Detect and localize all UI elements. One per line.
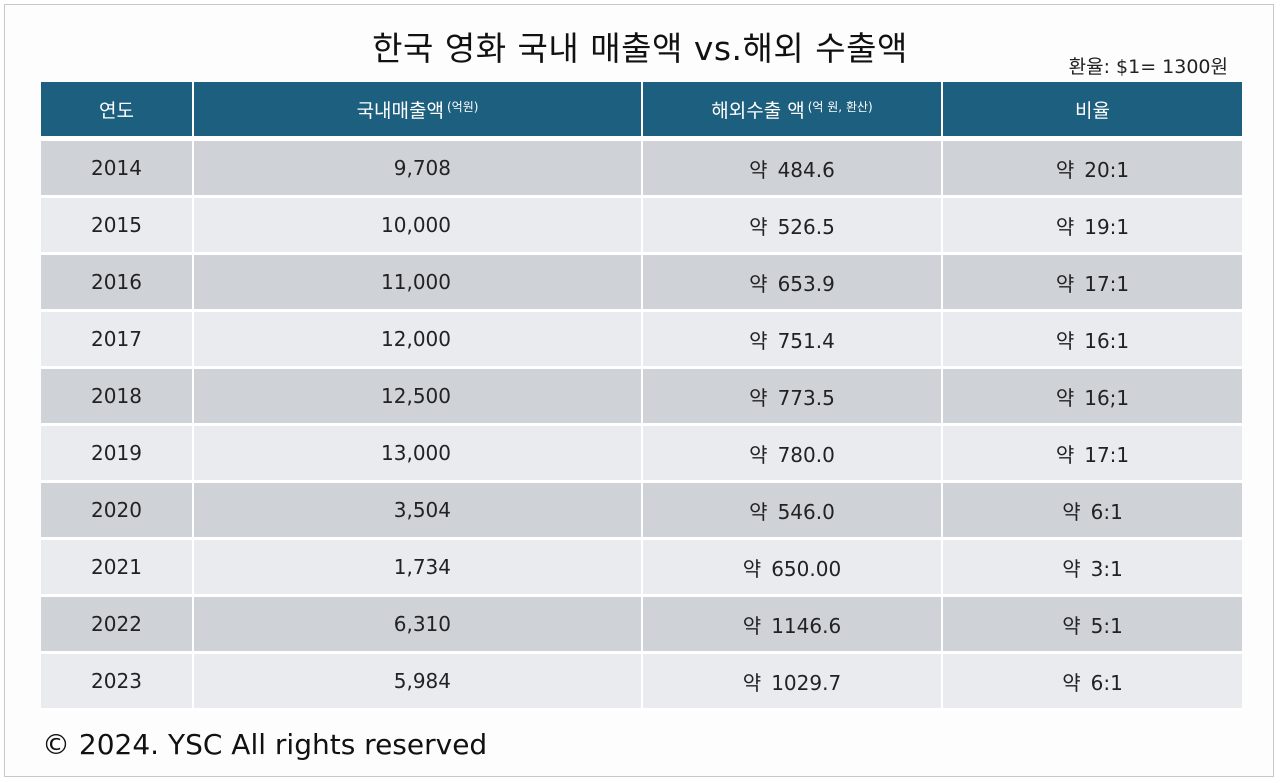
approx-prefix: 약 [742, 670, 762, 695]
cell-domestic: 10,000 [193, 196, 643, 255]
cell-overseas: 약 484.6 [642, 138, 943, 198]
overseas-value: 526.5 [777, 214, 835, 239]
ratio-value: 17:1 [1084, 442, 1130, 467]
cell-year: 2017 [41, 310, 194, 369]
approx-prefix: 약 [1055, 271, 1075, 296]
table-row: 2014 9,708 약 484.6 약 20:1 [41, 138, 1242, 198]
data-table: 연도 국내매출액 (억원) 해외수출 액 (억 원, 환산) 비율 2014 9,70… [41, 82, 1242, 711]
table-row: 2022 6,310 약 1146.6 약 5:1 [41, 595, 1242, 654]
approx-prefix: 약 [742, 613, 762, 638]
table-row: 2019 13,000 약 780.0 약 17:1 [41, 424, 1242, 483]
table-row: 2020 3,504 약 546.0 약 6:1 [41, 481, 1242, 540]
header-row: 연도 국내매출액 (억원) 해외수출 액 (억 원, 환산) 비율 [41, 82, 1242, 141]
overseas-value: 1146.6 [771, 613, 842, 638]
cell-year: 2022 [41, 595, 194, 654]
approx-prefix: 약 [1055, 214, 1075, 239]
overseas-value: 773.5 [777, 385, 835, 410]
approx-prefix: 약 [749, 385, 768, 410]
approx-prefix: 약 [1055, 157, 1075, 182]
table-row: 2016 11,000 약 653.9 약 17:1 [41, 253, 1242, 312]
header-overseas: 해외수출 액 (억 원, 환산) [642, 82, 943, 141]
overseas-value: 650.00 [771, 556, 842, 581]
cell-overseas: 약 1029.7 [642, 652, 943, 711]
ratio-value: 6:1 [1090, 670, 1123, 695]
cell-year: 2016 [41, 253, 194, 312]
cell-ratio: 약 20:1 [942, 138, 1242, 198]
approx-prefix: 약 [1062, 670, 1081, 695]
cell-ratio: 약 17:1 [942, 253, 1242, 312]
cell-overseas: 약 526.5 [642, 196, 943, 255]
cell-overseas: 약 653.9 [642, 253, 943, 312]
cell-overseas: 약 546.0 [642, 481, 943, 540]
overseas-value: 751.4 [777, 328, 835, 353]
table-row: 2018 12,500 약 773.5 약 16;1 [41, 367, 1242, 426]
cell-domestic: 9,708 [193, 138, 643, 198]
table-row: 2017 12,000 약 751.4 약 16:1 [41, 310, 1242, 369]
cell-ratio: 약 5:1 [942, 595, 1242, 654]
table-row: 2023 5,984 약 1029.7 약 6:1 [41, 652, 1242, 711]
cell-domestic: 12,500 [193, 367, 643, 426]
approx-prefix: 약 [749, 214, 768, 239]
header-domestic: 국내매출액 (억원) [193, 82, 643, 141]
ratio-value: 16:1 [1084, 328, 1130, 353]
ratio-value: 20:1 [1084, 157, 1130, 182]
approx-prefix: 약 [1055, 385, 1075, 410]
approx-prefix: 약 [1055, 442, 1075, 467]
cell-year: 2020 [41, 481, 194, 540]
approx-prefix: 약 [1062, 613, 1081, 638]
cell-domestic: 1,734 [193, 538, 643, 597]
cell-domestic: 12,000 [193, 310, 643, 369]
cell-domestic: 11,000 [193, 253, 643, 312]
exchange-rate-note: 환율: $1= 1300원 [1068, 56, 1228, 78]
approx-prefix: 약 [1062, 499, 1081, 524]
cell-year: 2015 [41, 196, 194, 255]
ratio-value: 5:1 [1090, 613, 1123, 638]
cell-overseas: 약 780.0 [642, 424, 943, 483]
cell-overseas: 약 773.5 [642, 367, 943, 426]
cell-ratio: 약 17:1 [942, 424, 1242, 483]
overseas-value: 546.0 [777, 499, 835, 524]
table-row: 2021 1,734 약 650.00 약 3:1 [41, 538, 1242, 597]
cell-domestic: 3,504 [193, 481, 643, 540]
ratio-value: 6:1 [1090, 499, 1123, 524]
cell-overseas: 약 1146.6 [642, 595, 943, 654]
approx-prefix: 약 [749, 157, 768, 182]
ratio-value: 19:1 [1084, 214, 1130, 239]
ratio-value: 16;1 [1084, 385, 1130, 410]
cell-ratio: 약 3:1 [942, 538, 1242, 597]
overseas-value: 653.9 [777, 271, 835, 296]
ratio-value: 3:1 [1090, 556, 1123, 581]
cell-domestic: 5,984 [193, 652, 643, 711]
approx-prefix: 약 [1055, 328, 1075, 353]
cell-year: 2018 [41, 367, 194, 426]
overseas-value: 484.6 [777, 157, 835, 182]
cell-ratio: 약 6:1 [942, 652, 1242, 711]
cell-ratio: 약 16:1 [942, 310, 1242, 369]
header-ratio: 비율 [942, 82, 1242, 141]
cell-overseas: 약 650.00 [642, 538, 943, 597]
approx-prefix: 약 [749, 499, 768, 524]
table-row: 2015 10,000 약 526.5 약 19:1 [41, 196, 1242, 255]
header-year: 연도 [41, 82, 194, 141]
cell-year: 2014 [41, 138, 194, 198]
approx-prefix: 약 [1062, 556, 1081, 581]
approx-prefix: 약 [749, 328, 768, 353]
approx-prefix: 약 [749, 271, 768, 296]
approx-prefix: 약 [749, 442, 768, 467]
cell-year: 2021 [41, 538, 194, 597]
cell-overseas: 약 751.4 [642, 310, 943, 369]
cell-year: 2023 [41, 652, 194, 711]
page-title: 한국 영화 국내 매출액 vs.해외 수출액 [372, 29, 908, 68]
cell-ratio: 약 16;1 [942, 367, 1242, 426]
ratio-value: 17:1 [1084, 271, 1130, 296]
approx-prefix: 약 [742, 556, 762, 581]
cell-domestic: 6,310 [193, 595, 643, 654]
overseas-value: 1029.7 [771, 670, 842, 695]
cell-ratio: 약 6:1 [942, 481, 1242, 540]
overseas-value: 780.0 [777, 442, 835, 467]
copyright-footer: © 2024. YSC All rights reserved [42, 728, 488, 761]
cell-domestic: 13,000 [193, 424, 643, 483]
cell-year: 2019 [41, 424, 194, 483]
cell-ratio: 약 19:1 [942, 196, 1242, 255]
